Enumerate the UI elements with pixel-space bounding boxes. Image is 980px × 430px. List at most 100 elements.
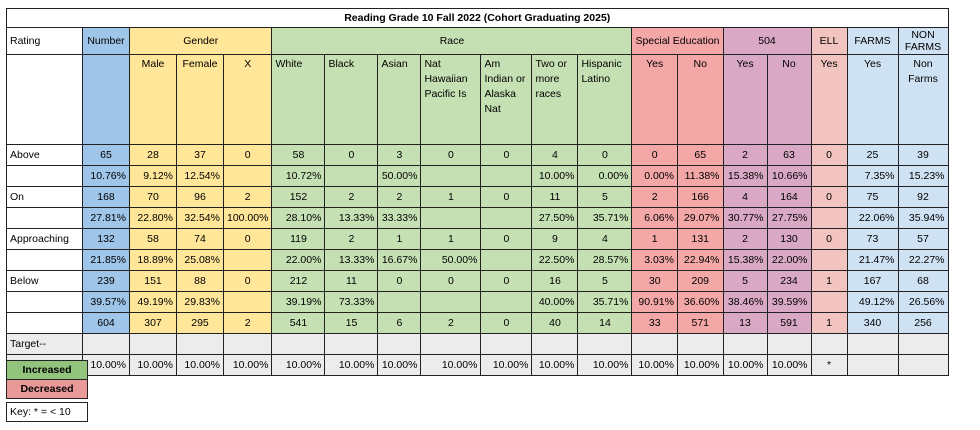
data-cell: 604 [82,312,130,334]
data-cell: 6 [377,312,422,334]
data-cell: 0 [480,228,533,250]
subheader-blank [82,54,130,145]
data-cell: 15 [324,312,379,334]
data-cell: 65 [676,144,724,166]
data-cell [480,165,533,187]
table-row: % of Change10.00%10.00%10.00%10.00%10.00… [6,354,949,376]
data-cell: 239 [82,270,130,292]
data-cell: 1 [631,228,678,250]
data-cell: 92 [897,186,949,208]
data-cell: 295 [176,312,224,334]
data-cell: 13.33% [324,249,379,271]
data-cell: 2 [722,144,768,166]
data-cell [480,207,533,229]
data-cell: 0 [810,144,848,166]
row-label: Above [6,144,83,166]
row-label: On [6,186,83,208]
data-cell: 0 [420,270,482,292]
data-cell: 0 [480,270,533,292]
data-cell: 27.81% [82,207,130,229]
table-row: 10.76% 9.12% 12.54% 10.72% 50.00% 10.00% 0.00%… [6,165,949,187]
subheader-blank [6,54,83,145]
data-cell: 28.10% [271,207,326,229]
data-cell: 25.08% [176,249,224,271]
data-cell: 166 [676,186,724,208]
data-cell: 10.76% [82,165,130,187]
subheader-cell: White [271,54,326,145]
data-cell: 2 [377,186,422,208]
data-cell [324,333,379,355]
data-cell: 30.77% [722,207,768,229]
data-cell: 0 [480,186,533,208]
data-cell: 10.00% [480,354,533,376]
data-cell: 36.60% [676,291,724,313]
data-cell [531,333,579,355]
data-cell: 11 [531,186,579,208]
data-cell: 0 [222,270,273,292]
data-cell [810,249,848,271]
data-cell: 22.06% [846,207,899,229]
data-cell: 0 [324,144,379,166]
subheader-cell: Two or more races [531,54,579,145]
data-cell: 18.89% [129,249,177,271]
data-cell: 49.12% [846,291,899,313]
data-cell [222,249,273,271]
data-cell: 73.33% [324,291,379,313]
data-cell: 33.33% [377,207,422,229]
data-cell [420,207,482,229]
row-label [6,165,83,187]
data-cell: 58 [271,144,326,166]
data-cell: 164 [766,186,812,208]
gender-header: Gender [128,27,273,55]
subheader-cell: Non Farms [897,54,949,145]
data-cell [420,291,482,313]
data-cell: 1 [420,228,482,250]
data-cell: 22.27% [897,249,949,271]
data-cell: 132 [82,228,130,250]
table-row: Target-- [6,333,949,355]
data-cell: 10.00% [577,354,633,376]
data-cell: 2 [631,186,678,208]
data-cell: 16.67% [377,249,422,271]
data-cell: 28.57% [577,249,633,271]
legend-increased: Increased [6,360,88,380]
data-cell: 75 [846,186,899,208]
data-cell: 70 [129,186,177,208]
data-cell: 10.00% [676,354,724,376]
data-cell [480,333,533,355]
data-cell: 39.59% [766,291,812,313]
subheader-cell: No [766,54,812,145]
data-cell: 119 [271,228,326,250]
data-cell: 10.00% [129,354,177,376]
subheader-cell: Asian [377,54,422,145]
data-cell: 22.80% [129,207,177,229]
data-cell: 10.00% [631,354,678,376]
data-cell: 10.00% [766,354,812,376]
subheader-cell: Nat Hawaiian Pacific Is [420,54,482,145]
data-cell: 10.00% [420,354,482,376]
data-cell [810,291,848,313]
table-row: 27.81% 22.80% 32.54% 100.00% 28.10% 13.33% 33.… [6,207,949,229]
data-cell: 28 [129,144,177,166]
data-cell [324,165,379,187]
data-cell: 4 [722,186,768,208]
table-row: Approaching 132 58 74 0 119 2 1 1 0 9 4 1 131 2 130 0 73 5… [6,228,949,250]
data-cell: 32.54% [176,207,224,229]
data-cell [176,333,224,355]
data-cell: 16 [531,270,579,292]
data-cell [846,354,899,376]
table-row: 21.85% 18.89% 25.08% 22.00% 13.33% 16.67% 50.0… [6,249,949,271]
data-cell: 14 [577,312,633,334]
data-cell: 27.75% [766,207,812,229]
data-cell: 1 [420,186,482,208]
ell-header: ELL [810,27,848,55]
data-cell: * [810,354,848,376]
data-cell: 1 [377,228,422,250]
data-cell: 96 [176,186,224,208]
data-cell [480,291,533,313]
data-cell: 152 [271,186,326,208]
data-cell: 5 [577,186,633,208]
data-cell: 0 [810,228,848,250]
subheader-cell: Yes [722,54,768,145]
table-row: Above 65 28 37 0 58 0 3 0 0 4 0 0 65 2 63 0 25 39 [6,144,949,166]
